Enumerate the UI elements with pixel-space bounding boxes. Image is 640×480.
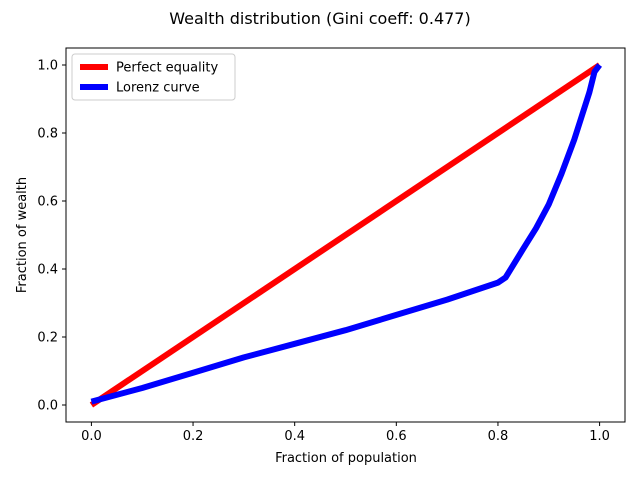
- y-tick-label: 0.8: [37, 127, 58, 142]
- legend-label: Perfect equality: [116, 61, 218, 76]
- plot-area: [65, 47, 626, 423]
- y-tick-label: 0.4: [37, 263, 58, 278]
- y-tick-label: 0.0: [37, 399, 58, 414]
- x-tick-label: 1.0: [589, 429, 610, 444]
- y-axis-label: Fraction of wealth: [15, 177, 30, 293]
- chart-title: Wealth distribution (Gini coeff: 0.477): [169, 9, 470, 28]
- series-line-perfect-equality: [89, 62, 602, 408]
- y-tick-label: 0.2: [37, 331, 58, 346]
- y-tick-label: 1.0: [37, 59, 58, 74]
- x-tick-label: 0.4: [284, 429, 305, 444]
- axes-frame: [65, 47, 626, 423]
- y-axis-ticks: 0.0 0.2 0.4 0.6 0.8 1.0: [37, 59, 66, 414]
- x-axis-ticks: 0.0 0.2 0.4 0.6 0.8 1.0: [81, 422, 610, 444]
- x-tick-label: 0.0: [81, 429, 102, 444]
- legend-box: [71, 53, 236, 101]
- x-tick-label: 0.8: [488, 429, 509, 444]
- x-tick-label: 0.2: [183, 429, 204, 444]
- y-tick-label: 0.6: [37, 195, 58, 210]
- x-axis-label: Fraction of population: [275, 451, 417, 466]
- legend: Perfect equality Lorenz curve: [71, 53, 236, 101]
- x-tick-label: 0.6: [386, 429, 407, 444]
- series-line-lorenz-curve: [90, 63, 602, 405]
- legend-label: Lorenz curve: [116, 81, 200, 96]
